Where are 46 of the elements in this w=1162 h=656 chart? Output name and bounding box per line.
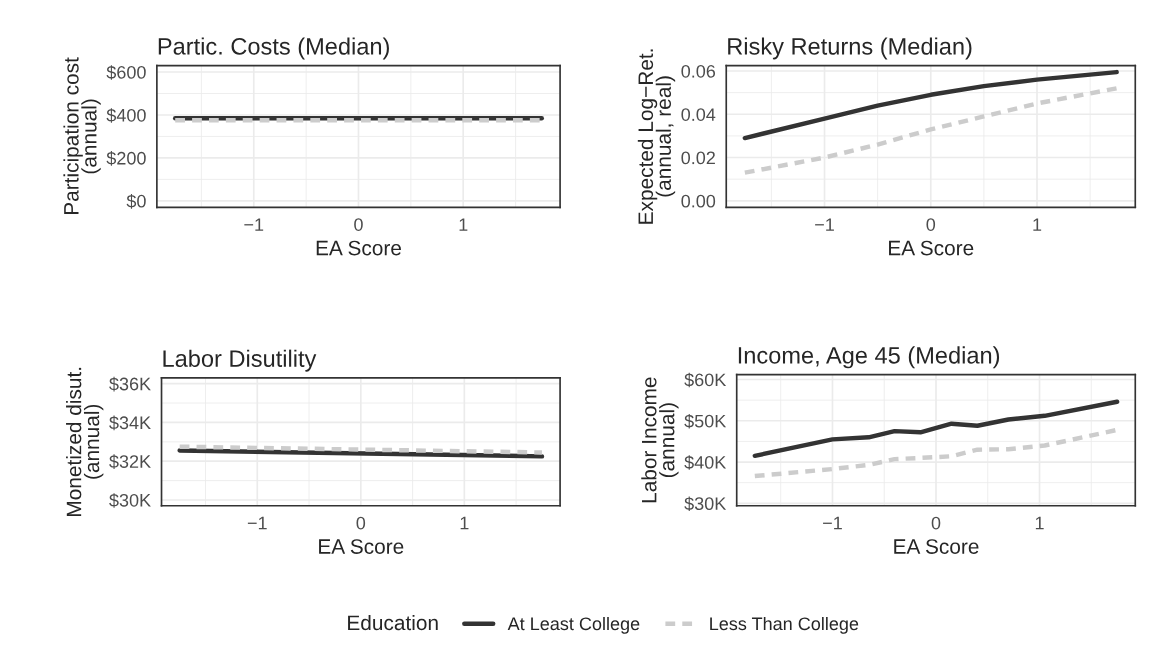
y-tick-label: $40K [684,455,727,470]
x-tick-label: 0 [354,218,363,231]
x-tick-label: 0 [931,516,941,530]
chart-title: Risky Returns (Median) [728,37,972,60]
y-tick-label: $36K [109,376,151,392]
chart-title: Partic. Costs (Median) [158,37,389,60]
x-tick-label: 1 [1035,516,1044,530]
x-tick-label: 1 [1033,218,1042,231]
x-axis-title: EA Score [316,240,401,256]
legend-label: Less Than College [710,616,859,634]
y-tick-label: 0.04 [681,108,716,121]
y-tick-label: $50K [684,413,727,429]
y-tick-label: $400 [106,108,146,123]
y-tick-label: $30K [109,493,151,508]
x-tick-label: 0 [926,218,936,231]
legend-title: Education [348,614,438,631]
y-tick-label: $32K [109,454,151,469]
y-tick-label: 0.00 [681,194,716,208]
x-tick-label: −1 [815,218,834,231]
y-tick-label: $600 [106,65,146,80]
x-axis-title: EA Score [889,240,974,256]
y-axis-title: Labor Income (annual) [641,377,679,503]
line-series [742,86,1119,175]
line-series [752,399,1120,459]
x-axis-title: EA Score [894,539,979,554]
y-axis-title: Expected Log−Ret. (annual, real) [637,49,676,224]
y-tick-label: $60K [684,372,727,388]
y-tick-label: $0 [126,194,146,209]
x-axis-title: EA Score [319,539,404,554]
x-tick-label: 1 [460,516,469,530]
x-tick-label: −1 [823,516,842,530]
y-axis-title: Participation cost (annual) [63,57,101,215]
y-tick-label: $200 [106,151,146,166]
y-tick-label: 0.06 [681,64,716,78]
x-tick-label: −1 [244,218,264,231]
y-tick-label: $30K [684,496,727,512]
x-tick-label: −1 [247,516,267,530]
chart-title: Labor Disutility [163,349,317,372]
legend-label: At Least College [507,616,640,634]
x-tick-label: 0 [356,516,366,530]
y-tick-label: $34K [109,415,151,431]
y-axis-title: Monetized disut. (annual) [66,367,104,516]
chart-title: Income, Age 45 (Median) [738,346,1000,369]
line-series [742,69,1119,141]
x-tick-label: 1 [459,218,468,231]
y-tick-label: 0.02 [681,151,715,165]
